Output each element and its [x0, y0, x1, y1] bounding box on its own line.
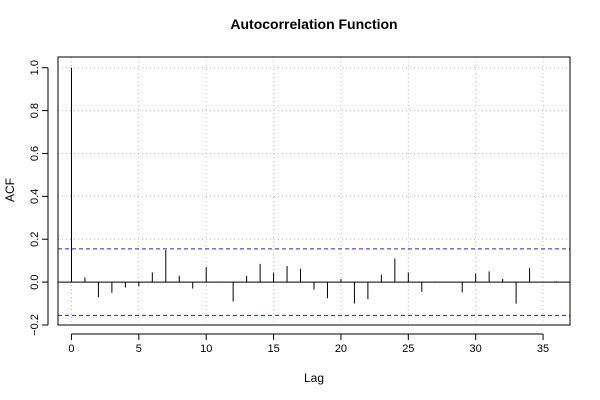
x-tick-label-1: 5	[136, 343, 142, 355]
x-tick-label-2: 10	[200, 343, 212, 355]
x-tick-label-0: 0	[68, 343, 74, 355]
chart-title: Autocorrelation Function	[230, 16, 397, 32]
x-axis-label: Lag	[304, 371, 324, 385]
y-tick-label-1: 0.0	[29, 274, 41, 289]
y-axis-label: ACF	[3, 178, 17, 202]
y-tick-label-3: 0.4	[29, 189, 41, 204]
y-tick-label-4: 0.6	[29, 146, 41, 161]
x-tick-label-3: 15	[267, 343, 279, 355]
confidence-bands	[58, 248, 570, 316]
x-tick-label-4: 20	[335, 343, 347, 355]
x-tick-label-5: 25	[402, 343, 414, 355]
axes: 0 5 10 15 20 25 30 35 −0.2 0.0 0.2 0.4 0.6 0.8 1.0	[29, 60, 549, 355]
plot-frame	[57, 56, 571, 326]
y-tick-label-5: 0.8	[29, 103, 41, 118]
acf-bars	[58, 67, 570, 304]
y-tick-label-2: 0.2	[29, 232, 41, 247]
y-tick-label-6: 1.0	[29, 60, 41, 75]
y-tick-label-0: −0.2	[29, 314, 41, 336]
x-tick-label-7: 35	[537, 343, 549, 355]
x-tick-label-6: 30	[470, 343, 482, 355]
